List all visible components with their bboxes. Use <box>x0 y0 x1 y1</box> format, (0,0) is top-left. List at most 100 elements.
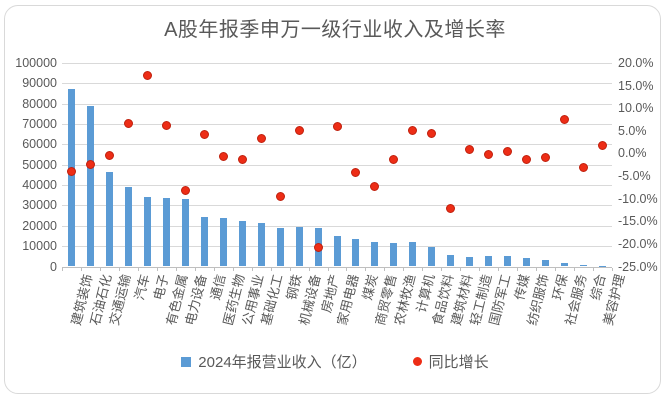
x-axis-tick <box>327 267 329 271</box>
x-axis-tick <box>441 267 443 271</box>
scatter-point <box>199 130 209 140</box>
gridline <box>62 164 612 166</box>
legend: 2024年报营业收入（亿） 同比增长 <box>0 351 670 372</box>
scatter-point <box>389 155 399 165</box>
left-axis-tick-label: 20000 <box>22 218 57 233</box>
scatter-point <box>161 120 171 130</box>
scatter-point <box>503 147 513 157</box>
left-axis-tick-label: 90000 <box>22 76 57 91</box>
bar <box>561 263 569 267</box>
x-axis-tick <box>156 267 158 271</box>
chart-title: A股年报季申万一级行业收入及增长率 <box>164 19 506 41</box>
scatter-point <box>370 181 380 191</box>
x-axis-tick <box>498 267 500 271</box>
x-axis-tick <box>194 267 196 271</box>
scatter-point <box>332 122 342 132</box>
gridline <box>62 63 612 64</box>
legend-item-growth: 同比增长 <box>412 351 489 372</box>
bar <box>504 256 512 267</box>
scatter-point <box>522 155 532 165</box>
scatter-point <box>218 152 228 162</box>
left-axis-tick-label: 70000 <box>22 117 57 132</box>
bar <box>219 218 227 267</box>
right-axis-tick-label: 15.0% <box>618 78 654 93</box>
scatter-point <box>446 203 456 213</box>
scatter-point <box>313 242 323 252</box>
x-axis-tick <box>270 267 272 271</box>
x-axis-tick <box>289 267 291 271</box>
bar <box>523 257 531 267</box>
bar <box>257 223 265 267</box>
x-axis-tick <box>593 267 595 271</box>
scatter-point <box>275 192 285 202</box>
bar <box>105 171 113 267</box>
bar <box>67 89 75 267</box>
legend-bar-label: 2024年报营业收入（亿） <box>198 354 367 371</box>
left-axis-tick-label: 0 <box>50 259 57 274</box>
bar <box>238 220 246 267</box>
scatter-point <box>541 153 551 162</box>
x-axis-tick <box>384 267 386 271</box>
bar <box>447 254 455 267</box>
x-axis-tick <box>403 267 405 271</box>
legend-dot-label: 同比增长 <box>428 354 489 371</box>
gridline <box>62 83 612 85</box>
left-axis-tick-label: 50000 <box>22 157 57 172</box>
bar <box>409 242 417 267</box>
x-axis-tick <box>80 267 82 271</box>
x-axis-tick <box>460 267 462 271</box>
x-axis-tick <box>99 267 101 271</box>
left-axis-tick-label: 10000 <box>22 239 57 254</box>
right-axis-tick-label: 10.0% <box>618 101 654 116</box>
bar <box>580 265 588 267</box>
scatter-point <box>237 154 247 164</box>
right-axis-tick-label: 20.0% <box>618 56 654 70</box>
x-axis-line <box>62 266 612 268</box>
bar <box>371 242 379 267</box>
x-axis-tick <box>62 267 63 271</box>
gridline <box>62 185 612 187</box>
scatter-point <box>408 125 418 135</box>
scatter-point <box>598 141 608 151</box>
scatter-point <box>351 167 361 177</box>
left-axis-tick-label: 30000 <box>22 198 57 213</box>
scatter-series-marker-icon <box>412 357 422 366</box>
scatter-point <box>104 151 114 161</box>
x-axis-tick <box>308 267 310 271</box>
right-axis-tick-label: -5.0% <box>618 169 651 184</box>
bar <box>86 105 94 267</box>
bar <box>542 260 550 267</box>
x-axis-tick <box>422 267 424 271</box>
x-axis-tick <box>251 267 253 271</box>
scatter-point <box>85 160 95 170</box>
gridline <box>62 205 612 207</box>
x-axis-tick <box>612 267 613 271</box>
left-axis-tick-label: 100000 <box>15 56 57 70</box>
x-axis-tick <box>137 267 139 271</box>
x-axis-tick <box>346 267 348 271</box>
scatter-point <box>123 118 133 128</box>
left-axis-tick-label: 60000 <box>22 137 57 152</box>
scatter-point <box>427 129 437 139</box>
right-axis-tick-label: -25.0% <box>618 259 658 274</box>
bar <box>390 242 398 267</box>
bar <box>200 216 208 267</box>
legend-item-revenue: 2024年报营业收入（亿） <box>181 351 367 372</box>
x-axis-tick <box>536 267 538 271</box>
right-axis-tick-label: 5.0% <box>618 123 647 138</box>
x-axis-tick <box>213 267 215 271</box>
bar <box>295 226 303 267</box>
left-axis-tick-label: 80000 <box>22 96 57 111</box>
scatter-point <box>465 144 475 154</box>
x-axis-tick <box>517 267 519 271</box>
x-axis-tick <box>479 267 481 271</box>
bar <box>599 265 607 267</box>
x-axis-tick <box>118 267 120 271</box>
bar <box>485 255 493 267</box>
bar <box>428 246 436 267</box>
right-axis-tick-label: -15.0% <box>618 214 658 229</box>
scatter-point <box>66 166 76 176</box>
right-axis-tick-label: -20.0% <box>618 236 658 251</box>
left-axis-tick-label: 40000 <box>22 178 57 193</box>
gridline <box>62 103 612 105</box>
